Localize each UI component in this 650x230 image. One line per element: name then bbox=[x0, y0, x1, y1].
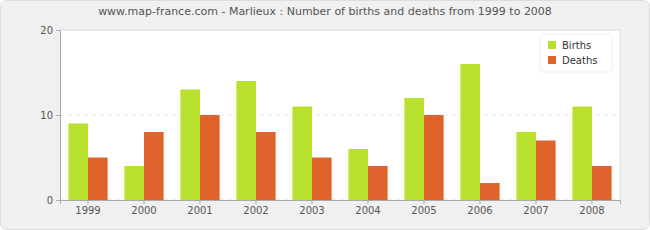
bars bbox=[68, 64, 611, 200]
bar bbox=[68, 124, 88, 201]
legend-box bbox=[540, 34, 612, 72]
grid-line bbox=[60, 115, 620, 116]
x-tick-label: 2007 bbox=[523, 205, 548, 216]
background bbox=[1, 1, 650, 230]
x-axis: 1999 2000 2001 2002 2003 2004 2005 2006 2007 2008 bbox=[61, 200, 621, 216]
x-tick-label: 2006 bbox=[467, 205, 492, 216]
x-tick-label: 2001 bbox=[187, 205, 212, 216]
legend-item: Births bbox=[548, 40, 591, 51]
title: www.map-france.com - Marlieux : Number o… bbox=[98, 5, 552, 18]
y-tick-mark bbox=[56, 30, 60, 31]
bar bbox=[124, 166, 144, 200]
legend-item: Deaths bbox=[548, 55, 597, 66]
x-tick-mark bbox=[424, 200, 425, 204]
grid-line bbox=[60, 30, 620, 31]
x-tick: 2006 bbox=[467, 200, 492, 216]
bar bbox=[536, 141, 556, 201]
y-tick: 10 bbox=[40, 110, 60, 121]
legend: Births Deaths bbox=[540, 34, 612, 72]
x-tick-label: 2003 bbox=[299, 205, 324, 216]
x-tick: 1999 bbox=[75, 200, 100, 216]
y-tick-mark bbox=[56, 115, 60, 116]
bar bbox=[516, 132, 536, 200]
bar bbox=[592, 166, 612, 200]
bar bbox=[256, 132, 276, 200]
x-tick-label: 2005 bbox=[411, 205, 436, 216]
x-tick-mark bbox=[368, 200, 369, 204]
plot: 1999 2000 2001 2002 2003 2004 2005 2006 2007 2008… bbox=[40, 25, 620, 216]
y-tick-label: 0 bbox=[47, 195, 53, 206]
chart: 1999 2000 2001 2002 2003 2004 2005 2006 2007 2008… bbox=[0, 0, 650, 230]
x-tick-mark bbox=[200, 200, 201, 204]
x-tick: 2001 bbox=[187, 200, 212, 216]
legend-label: Births bbox=[562, 40, 591, 51]
x-tick-mark bbox=[312, 200, 313, 204]
y-axis-line bbox=[56, 31, 61, 201]
bar bbox=[424, 115, 444, 200]
x-tick: 2003 bbox=[299, 200, 324, 216]
y-tick-label: 20 bbox=[40, 25, 53, 36]
y-tick: 20 bbox=[40, 25, 60, 36]
bar bbox=[236, 81, 256, 200]
frame bbox=[60, 30, 620, 31]
x-tick-mark bbox=[256, 200, 257, 204]
bar bbox=[460, 64, 480, 200]
x-tick: 2004 bbox=[355, 200, 380, 216]
x-tick: 2005 bbox=[411, 200, 436, 216]
legend-swatch bbox=[548, 56, 556, 64]
y-axis: 0 10 20 bbox=[40, 25, 60, 206]
bar bbox=[144, 132, 164, 200]
bar bbox=[348, 149, 368, 200]
x-tick-mark bbox=[144, 200, 145, 204]
bar bbox=[312, 158, 332, 201]
y-tick: 0 bbox=[47, 195, 60, 206]
bar bbox=[368, 166, 388, 200]
y-tick-mark bbox=[56, 200, 60, 201]
x-tick-mark bbox=[88, 200, 89, 204]
x-tick-label: 2004 bbox=[355, 205, 380, 216]
x-tick-label: 2008 bbox=[579, 205, 604, 216]
series bbox=[68, 64, 592, 200]
grid bbox=[60, 30, 620, 200]
x-tick-label: 1999 bbox=[75, 205, 100, 216]
x-tick: 2000 bbox=[131, 200, 156, 216]
bar bbox=[292, 107, 312, 201]
bar bbox=[200, 115, 220, 200]
y-tick-label: 10 bbox=[40, 110, 53, 121]
x-tick-mark bbox=[480, 200, 481, 204]
bar bbox=[180, 90, 200, 201]
x-tick: 2002 bbox=[243, 200, 268, 216]
x-tick: 2008 bbox=[579, 200, 604, 216]
x-tick-label: 2000 bbox=[131, 205, 156, 216]
bar bbox=[572, 107, 592, 201]
legend-label: Deaths bbox=[562, 55, 597, 66]
plot-area bbox=[60, 30, 620, 200]
legend-swatch bbox=[548, 41, 556, 49]
frame bbox=[620, 30, 621, 200]
bar bbox=[404, 98, 424, 200]
x-axis-line bbox=[61, 201, 621, 205]
x-tick-mark bbox=[592, 200, 593, 204]
x-tick-label: 2002 bbox=[243, 205, 268, 216]
x-tick: 2007 bbox=[523, 200, 548, 216]
series bbox=[88, 115, 612, 200]
bar bbox=[480, 183, 500, 200]
bar bbox=[88, 158, 108, 201]
x-tick-mark bbox=[536, 200, 537, 204]
